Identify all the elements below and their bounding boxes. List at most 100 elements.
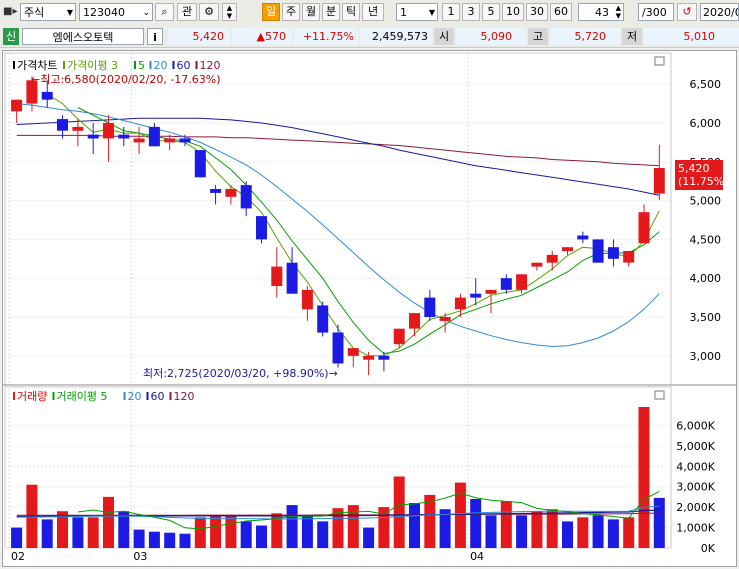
volume-bar [179, 533, 191, 548]
volume-bar [148, 531, 160, 548]
volume-tick-label: 1,000K [676, 522, 715, 535]
change-pct: +11.75% [294, 28, 358, 45]
volume-bar [332, 508, 344, 548]
stock-name[interactable]: 엠에스오토텍 [22, 28, 144, 45]
tab-year[interactable]: 년 [362, 3, 384, 21]
volume-bar [103, 496, 114, 548]
change-value: ▲570 [232, 28, 292, 45]
volume-bar [87, 517, 99, 548]
stock-info-bar: 신 엠에스오토텍 i 5,420 ▲570 +11.75% 2,459,573 … [0, 25, 739, 48]
volume-bar [378, 507, 390, 548]
settings-button[interactable]: ⚙ [199, 3, 219, 21]
x-tick-label: 03 [133, 550, 147, 563]
chart-area: 3,0003,5004,0004,5005,0005,5006,0006,500… [2, 50, 737, 567]
volume-bar [424, 494, 436, 548]
search-button[interactable]: ⌕ [155, 3, 174, 21]
volume-bar [393, 476, 405, 548]
tab-month[interactable]: 월 [302, 3, 320, 21]
price-ma20-line [16, 103, 660, 348]
count-input[interactable]: 43 ▲ ▼ [578, 3, 624, 21]
stock-chart: 3,0003,5004,0004,5005,0005,5006,0006,500… [3, 52, 736, 563]
volume-legend-item: 120 [174, 390, 195, 403]
pane-menu-icon [654, 56, 665, 66]
legend-marker [134, 61, 136, 69]
period-60[interactable]: 60 [550, 3, 572, 21]
x-tick-label: 02 [11, 550, 25, 563]
gwan-button[interactable]: 관 [177, 3, 197, 21]
volume-legend-item: 거래이평 5 [57, 390, 108, 403]
high-value: 5,720 [550, 28, 620, 45]
candle-body [148, 126, 160, 147]
volume-bar [256, 525, 267, 548]
menu-arrow-icon[interactable]: ■▸ [3, 6, 18, 17]
high-annotation: ←최고:6,580(2020/02/20, -17.63%) [31, 73, 221, 86]
volume-bar [210, 516, 222, 548]
volume-bar [347, 505, 359, 548]
reset-button[interactable]: ↺ [677, 3, 697, 21]
candle-body [194, 150, 206, 178]
period-select[interactable]: 1 ▼ [396, 3, 438, 21]
info-button[interactable]: i [147, 28, 163, 45]
period-10[interactable]: 10 [502, 3, 524, 21]
tab-minute[interactable]: 분 [322, 3, 340, 21]
candle-body [256, 216, 267, 240]
volume-bar [409, 503, 420, 548]
volume-bar [225, 516, 237, 548]
candle-body [26, 80, 38, 104]
period-1[interactable]: 1 [442, 3, 460, 21]
period-5[interactable]: 5 [482, 3, 500, 21]
volume-bar [363, 527, 375, 548]
tab-tick[interactable]: 틱 [342, 3, 360, 21]
volume-bar [11, 527, 23, 548]
candle-body [516, 274, 528, 290]
volume-bar [57, 511, 68, 548]
market-select[interactable]: 주식 ▼ [20, 3, 76, 21]
candle-body [317, 305, 329, 333]
volume-tick-label: 5,000K [676, 440, 715, 453]
candle-body [393, 328, 405, 345]
candle-body [409, 313, 420, 329]
volume-tick-label: 4,000K [676, 460, 715, 473]
price-legend-item: 20 [154, 59, 168, 72]
total-input[interactable]: /300 [638, 3, 674, 21]
legend-marker [195, 61, 198, 69]
candle-body [577, 235, 589, 240]
candle-body [546, 254, 558, 263]
volume-bar [470, 499, 482, 548]
spin-icon: ▲ ▼ [615, 4, 621, 20]
legend-marker [63, 61, 65, 69]
volume-bar [317, 521, 329, 548]
period-3[interactable]: 3 [462, 3, 480, 21]
stepper[interactable]: ▲ ▼ [222, 3, 237, 21]
volume-legend-item: 60 [151, 390, 165, 403]
pane-menu-icon [654, 390, 665, 400]
candle-body [363, 355, 375, 360]
candle-body [607, 247, 619, 259]
code-input[interactable]: 123040 ⌄ [79, 3, 153, 21]
price-tick-label: 6,000 [690, 117, 722, 130]
volume-bar [516, 515, 528, 548]
volume-bar [439, 509, 451, 548]
volume-bar [133, 529, 145, 548]
candle-body [301, 289, 313, 310]
legend-marker [149, 61, 152, 69]
volume-bar [531, 511, 543, 548]
volume-ma20-line [16, 505, 660, 520]
candle-body [454, 297, 466, 310]
candle-body [41, 91, 53, 100]
volume-bar [118, 511, 130, 548]
candle-body [439, 317, 451, 321]
gear-icon: ⚙ [204, 5, 214, 18]
volume-bar [653, 497, 665, 548]
date-input[interactable]: 2020/0 [700, 3, 739, 21]
candle-body [485, 289, 497, 294]
volume-bar [271, 513, 283, 548]
low-annotation: 최저:2,725(2020/03/20, +98.90%)→ [143, 367, 338, 380]
period-30[interactable]: 30 [526, 3, 548, 21]
volume-bar [562, 521, 573, 548]
tab-week[interactable]: 주 [282, 3, 300, 21]
search-icon: ⌕ [161, 5, 168, 18]
volume-bar [592, 515, 604, 548]
volume-value: 2,459,573 [360, 28, 432, 45]
tab-day[interactable]: 일 [262, 3, 280, 21]
